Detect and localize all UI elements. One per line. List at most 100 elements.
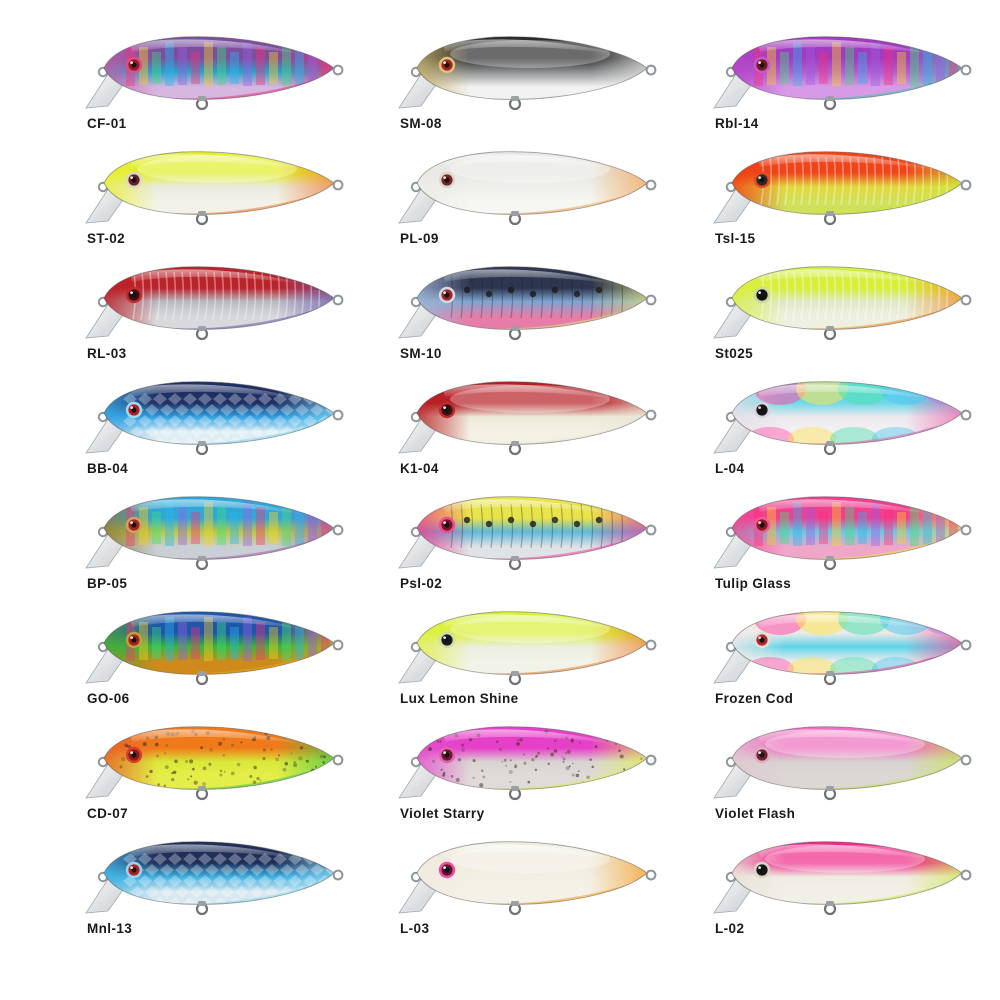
tail-eyelet <box>962 411 971 420</box>
lure-card[interactable]: Lux Lemon Shine <box>355 599 675 714</box>
lure-card[interactable]: Rbl-14 <box>670 24 990 139</box>
lure-color-code-label: RL-03 <box>87 346 127 361</box>
lure-card[interactable]: Violet Starry <box>355 714 675 829</box>
lure-card[interactable]: RL-03 <box>42 254 362 369</box>
lure-illustration <box>670 829 990 915</box>
tail-eyelet <box>647 756 656 765</box>
lure-eye <box>126 402 142 418</box>
lure-card[interactable]: L-02 <box>670 829 990 944</box>
belly-hook-hanger <box>197 556 207 569</box>
lure-card[interactable]: CF-01 <box>42 24 362 139</box>
lure-color-chart: CF-01 SM-08 Rbl-14 ST-02 PL-09 Tsl-15 RL-03 SM-… <box>0 0 1000 1000</box>
belly-hook-hanger <box>510 786 520 799</box>
lure-illustration <box>42 139 362 225</box>
lure-illustration <box>670 714 990 800</box>
tail-eyelet <box>962 641 971 650</box>
lure-card[interactable]: BP-05 <box>42 484 362 599</box>
lure-color-code-label: CF-01 <box>87 116 127 131</box>
lure-image <box>355 24 675 110</box>
lure-color-code-label: Frozen Cod <box>715 691 793 706</box>
lure-illustration <box>355 829 675 915</box>
lure-image <box>355 369 675 455</box>
tail-eyelet <box>647 181 656 190</box>
lure-image <box>355 139 675 225</box>
lure-card[interactable]: Mnl-13 <box>42 829 362 944</box>
lure-image <box>670 139 990 225</box>
tail-eyelet <box>334 641 343 650</box>
lure-card[interactable]: CD-07 <box>42 714 362 829</box>
lure-image <box>670 484 990 570</box>
lure-eye <box>754 287 770 303</box>
tail-eyelet <box>962 296 971 305</box>
lure-illustration <box>670 139 990 225</box>
lure-card[interactable]: Violet Flash <box>670 714 990 829</box>
lure-illustration <box>355 254 675 340</box>
lure-card[interactable]: SM-10 <box>355 254 675 369</box>
tail-eyelet <box>962 871 971 880</box>
lure-color-code-label: Violet Starry <box>400 806 485 821</box>
lure-illustration <box>42 599 362 685</box>
lure-card[interactable]: ST-02 <box>42 139 362 254</box>
lure-image <box>670 24 990 110</box>
lure-illustration <box>42 24 362 110</box>
lure-card[interactable]: BB-04 <box>42 369 362 484</box>
lure-image <box>355 829 675 915</box>
lure-eye <box>126 862 142 878</box>
lure-illustration <box>670 254 990 340</box>
lure-image <box>355 484 675 570</box>
lure-eye <box>439 517 455 533</box>
lure-image <box>42 24 362 110</box>
lure-image <box>42 829 362 915</box>
lure-eye <box>439 287 455 303</box>
lure-image <box>670 254 990 340</box>
lure-color-code-label: L-02 <box>715 921 744 936</box>
lure-card[interactable]: L-04 <box>670 369 990 484</box>
belly-hook-hanger <box>825 96 835 109</box>
lure-color-code-label: GO-06 <box>87 691 130 706</box>
lure-illustration <box>670 369 990 455</box>
lure-color-code-label: SM-10 <box>400 346 442 361</box>
belly-hook-hanger <box>197 96 207 109</box>
lure-image <box>42 484 362 570</box>
lure-illustration <box>355 599 675 685</box>
tail-eyelet <box>334 411 343 420</box>
lure-eye <box>754 862 770 878</box>
lure-color-code-label: Tulip Glass <box>715 576 791 591</box>
lure-card[interactable]: GO-06 <box>42 599 362 714</box>
lure-card[interactable]: Tulip Glass <box>670 484 990 599</box>
belly-hook-hanger <box>510 671 520 684</box>
lure-color-code-label: CD-07 <box>87 806 128 821</box>
lure-card[interactable]: L-03 <box>355 829 675 944</box>
lure-card[interactable]: SM-08 <box>355 24 675 139</box>
lure-eye <box>754 747 770 763</box>
lure-card[interactable]: K1-04 <box>355 369 675 484</box>
lure-eye <box>439 632 455 648</box>
lure-card[interactable]: Frozen Cod <box>670 599 990 714</box>
lure-eye <box>439 862 455 878</box>
lure-illustration <box>355 484 675 570</box>
lure-illustration <box>670 599 990 685</box>
lure-card[interactable]: PL-09 <box>355 139 675 254</box>
lure-image <box>355 254 675 340</box>
tail-eyelet <box>647 411 656 420</box>
lure-card[interactable]: Tsl-15 <box>670 139 990 254</box>
belly-hook-hanger <box>825 441 835 454</box>
lure-eye <box>439 747 455 763</box>
lure-illustration <box>42 369 362 455</box>
lure-illustration <box>670 484 990 570</box>
lure-color-code-label: SM-08 <box>400 116 442 131</box>
tail-eyelet <box>334 526 343 535</box>
lure-card[interactable]: Psl-02 <box>355 484 675 599</box>
lure-color-code-label: Tsl-15 <box>715 231 755 246</box>
lure-illustration <box>355 24 675 110</box>
belly-hook-hanger <box>825 211 835 224</box>
lure-image <box>355 714 675 800</box>
lure-illustration <box>42 829 362 915</box>
lure-color-code-label: St025 <box>715 346 753 361</box>
lure-illustration <box>355 369 675 455</box>
lure-color-code-label: K1-04 <box>400 461 439 476</box>
lure-card[interactable]: St025 <box>670 254 990 369</box>
belly-hook-hanger <box>510 326 520 339</box>
belly-hook-hanger <box>510 556 520 569</box>
belly-hook-hanger <box>197 786 207 799</box>
